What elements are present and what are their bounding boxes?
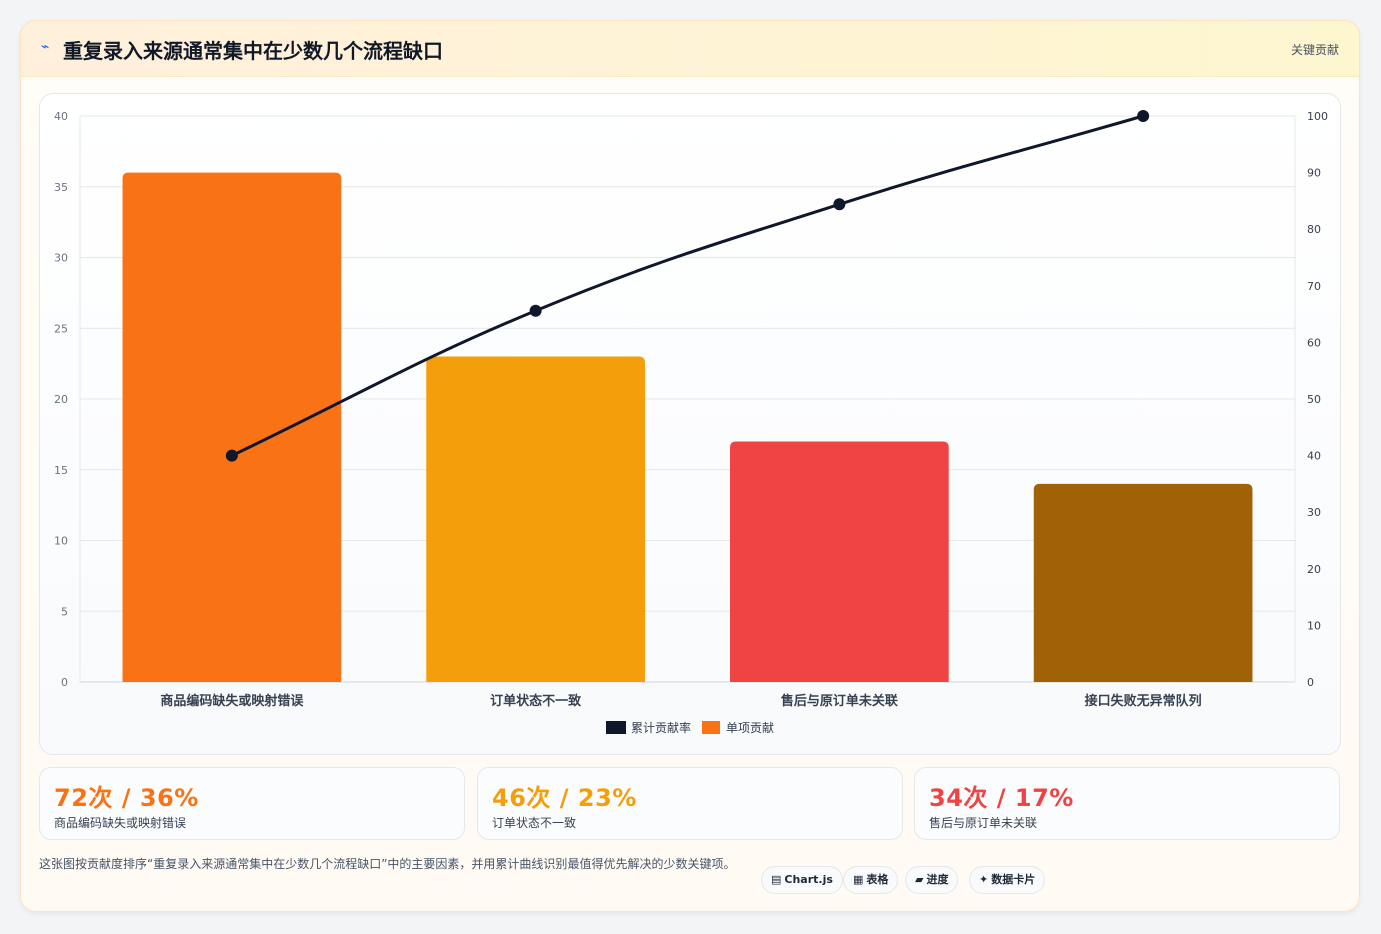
y-left-tick-label: 30 <box>54 252 68 265</box>
bar <box>426 356 645 682</box>
lightning-icon: ⌁ <box>41 39 50 55</box>
sparkle-icon: ✦ <box>979 873 989 886</box>
progress-icon: ▰ <box>915 873 924 886</box>
stat-card-2: 46次 / 23% 订单状态不一致 <box>477 767 903 840</box>
y-right-tick-label: 80 <box>1307 223 1321 236</box>
chart-description: 这张图按贡献度排序“重复录入来源通常集中在少数几个流程缺口”中的主要因素，并用累… <box>39 857 736 871</box>
legend-swatch-line <box>606 721 626 734</box>
tag-data-card[interactable]: ✦ 数据卡片 <box>969 866 1046 894</box>
chart-icon: ▤ <box>771 873 782 886</box>
y-left-tick-label: 5 <box>61 605 68 618</box>
x-tick-label: 售后与原订单未关联 <box>781 693 898 709</box>
y-left-tick-label: 0 <box>61 676 68 689</box>
tag-label: 数据卡片 <box>991 873 1036 886</box>
legend-label: 累计贡献率 <box>631 720 691 735</box>
y-left-tick-label: 15 <box>54 464 68 477</box>
card-header: ⌁ 重复录入来源通常集中在少数几个流程缺口 关键贡献 <box>21 21 1359 77</box>
y-right-tick-label: 10 <box>1307 619 1321 632</box>
tag-chartjs[interactable]: ▤ Chart.js <box>761 866 843 894</box>
bar <box>122 172 342 682</box>
stat-value: 46次 / 23% <box>492 784 637 812</box>
chart-card: ⌁ 重复录入来源通常集中在少数几个流程缺口 关键贡献 0 5 10 15 20 25 30 3… <box>20 20 1360 912</box>
cumulative-line <box>231 114 1144 457</box>
chart-panel: 0 5 10 15 20 25 30 35 40 0 10 20 30 40 50 60 70 80 90 100 商品… <box>39 93 1341 755</box>
line-point <box>833 198 846 211</box>
y-right-tick-label: 0 <box>1307 676 1314 689</box>
legend-swatch-bar <box>702 721 720 734</box>
x-tick-label: 商品编码缺失或映射错误 <box>160 693 304 709</box>
y-right-tick-label: 20 <box>1307 563 1321 576</box>
y-left-tick-label: 40 <box>54 110 68 123</box>
bar <box>1033 483 1253 682</box>
stat-card-3: 34次 / 17% 售后与原订单未关联 <box>914 767 1340 840</box>
bar <box>730 441 949 682</box>
tag-label: 进度 <box>926 873 949 886</box>
line-point <box>225 449 238 462</box>
y-right-tick-label: 30 <box>1307 506 1321 519</box>
chart-title: 重复录入来源通常集中在少数几个流程缺口 <box>63 39 443 63</box>
y-left-tick-label: 35 <box>54 181 68 194</box>
table-icon: ▦ <box>853 873 864 886</box>
y-right-tick-label: 100 <box>1307 110 1328 123</box>
stat-label: 商品编码缺失或映射错误 <box>54 816 187 830</box>
y-right-tick-label: 60 <box>1307 336 1321 349</box>
tag-table[interactable]: ▦ 表格 <box>843 866 899 894</box>
tag-progress[interactable]: ▰ 进度 <box>905 866 959 894</box>
stat-label: 订单状态不一致 <box>492 816 577 830</box>
y-right-tick-label: 50 <box>1307 393 1321 406</box>
y-right-tick-label: 40 <box>1307 450 1321 463</box>
y-left-tick-label: 10 <box>54 535 68 548</box>
x-tick-label: 接口失败无异常队列 <box>1085 693 1202 709</box>
pareto-chart: 0 5 10 15 20 25 30 35 40 0 10 20 30 40 50 60 70 80 90 100 商品… <box>54 110 1328 735</box>
y-right-tick-label: 70 <box>1307 280 1321 293</box>
y-left-tick-label: 20 <box>54 393 68 406</box>
stat-card-1: 72次 / 36% 商品编码缺失或映射错误 <box>39 767 465 840</box>
line-point <box>529 304 542 317</box>
y-right-tick-label: 90 <box>1307 167 1321 180</box>
stat-value: 34次 / 17% <box>929 784 1074 812</box>
legend-label: 单项贡献 <box>726 720 774 735</box>
key-contribution-badge: 关键贡献 <box>1290 43 1339 57</box>
line-point <box>1137 110 1150 122</box>
y-left-tick-label: 25 <box>54 322 68 335</box>
tag-label: 表格 <box>866 873 889 886</box>
tag-label: Chart.js <box>784 873 833 886</box>
x-tick-label: 订单状态不一致 <box>490 693 582 709</box>
stat-value: 72次 / 36% <box>54 784 199 812</box>
stat-label: 售后与原订单未关联 <box>929 816 1038 830</box>
